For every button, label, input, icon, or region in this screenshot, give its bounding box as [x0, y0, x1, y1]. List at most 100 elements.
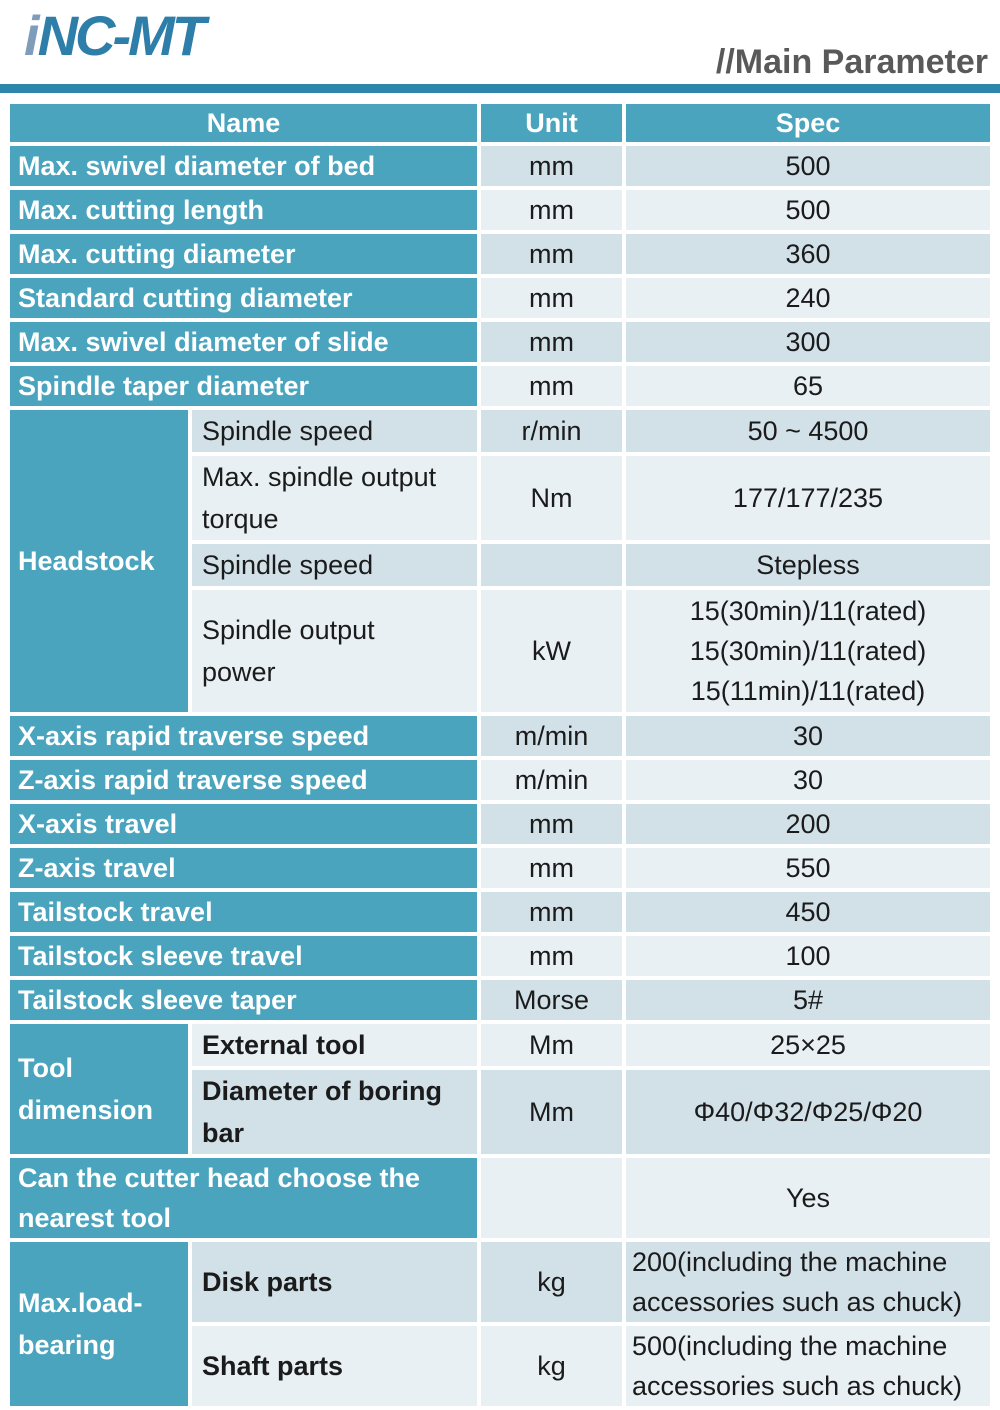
row-name-cell: Max. cutting diameter	[9, 234, 477, 274]
row-unit-cell: m/min	[481, 760, 622, 800]
table-row: Max. swivel diameter of bed mm 500	[9, 146, 990, 186]
row-unit-cell: mm	[481, 366, 622, 406]
table-row: Z-axis travel mm 550	[9, 848, 990, 888]
row-spec-cell: 50 ~ 4500	[626, 410, 990, 452]
row-sub-cell: Shaft parts	[191, 1326, 477, 1406]
table-row: Shaft parts kg 500(including the machine ac…	[10, 1326, 990, 1406]
row-spec-cell: 450	[626, 892, 990, 932]
company-logo: iNC-MT	[24, 8, 206, 64]
row-name-cell: X-axis travel	[9, 804, 477, 844]
row-unit-cell: mm	[481, 848, 622, 888]
row-unit-cell: mm	[481, 190, 622, 230]
row-unit-cell: mm	[481, 936, 622, 976]
table-row: X-axis rapid traverse speed m/min 30	[9, 716, 990, 756]
row-sub-cell: Spindle speed	[191, 544, 477, 586]
row-name-cell: Max. swivel diameter of slide	[9, 322, 477, 362]
row-sub-cell: Spindle speed	[191, 410, 477, 452]
row-unit-cell: m/min	[481, 716, 622, 756]
row-unit-cell: Mm	[481, 1024, 622, 1066]
spec-table: Name Unit Spec Max. swivel diameter of b…	[6, 100, 994, 1410]
row-spec-cell: 240	[626, 278, 990, 318]
row-spec-cell: 100	[626, 936, 990, 976]
top-bar: iNC-MT //Main Parameter	[0, 0, 1000, 84]
row-sub-cell: Spindle output power	[191, 590, 477, 712]
table-row: Tailstock sleeve travel mm 100	[9, 936, 990, 976]
row-name-cell: Spindle taper diameter	[9, 366, 477, 406]
row-unit-cell: mm	[481, 892, 622, 932]
table-row: Tailstock travel mm 450	[9, 892, 990, 932]
row-group-cell: Tool dimension	[9, 1024, 188, 1154]
table-row: Headstock Spindle speed r/min 50 ~ 4500	[9, 410, 990, 712]
header-divider-rule	[0, 84, 1000, 93]
row-spec-cell: 500	[626, 146, 990, 186]
row-name-cell: Tailstock sleeve travel	[9, 936, 477, 976]
row-unit-cell	[481, 544, 622, 586]
row-spec-cell: 500	[626, 190, 990, 230]
row-name-cell: X-axis rapid traverse speed	[9, 716, 477, 756]
row-spec-cell: 177/177/235	[626, 456, 990, 540]
logo-i-glyph: i	[24, 4, 39, 67]
row-unit-cell: kW	[481, 590, 622, 712]
table-row: Max. cutting length mm 500	[9, 190, 990, 230]
row-unit-cell: mm	[481, 278, 622, 318]
row-spec-cell: 500(including the machine accessories suc…	[626, 1326, 990, 1406]
row-spec-cell: 15(30min)/11(rated) 15(30min)/11(rated) 15…	[626, 590, 990, 712]
row-unit-cell: kg	[481, 1326, 622, 1406]
row-unit-cell: r/min	[481, 410, 622, 452]
row-name-cell: Tailstock travel	[9, 892, 477, 932]
table-body: Max. swivel diameter of bed mm 500 Max. cut…	[9, 146, 990, 1406]
row-spec-cell: Φ40/Φ32/Φ25/Φ20	[626, 1070, 990, 1154]
page-title: //Main Parameter	[715, 43, 988, 81]
row-spec-cell: 550	[626, 848, 990, 888]
table-row: Can the cutter head choose the nearest to…	[9, 1158, 990, 1238]
logo-text: NC-MT	[37, 4, 206, 67]
row-group-cell: Max.load-bearing	[9, 1242, 188, 1406]
row-spec-cell: 65	[626, 366, 990, 406]
row-spec-cell: Yes	[626, 1158, 990, 1238]
table-row: Max. spindle output torque Nm 177/177/235	[10, 456, 990, 540]
row-unit-cell: mm	[481, 234, 622, 274]
row-spec-cell: 200(including the machine accessories suc…	[626, 1242, 990, 1322]
row-spec-cell: 300	[626, 322, 990, 362]
row-spec-cell: 30	[626, 760, 990, 800]
row-sub-cell: Disk parts	[191, 1242, 477, 1322]
row-unit-cell: mm	[481, 804, 622, 844]
table-row: Max. swivel diameter of slide mm 300	[9, 322, 990, 362]
table-row: Max.load-bearing Disk parts kg 200(includin…	[9, 1242, 990, 1406]
row-name-cell: Standard cutting diameter	[9, 278, 477, 318]
row-unit-cell	[481, 1158, 622, 1238]
table-row: Spindle taper diameter mm 65	[9, 366, 990, 406]
row-name-cell: Max. swivel diameter of bed	[9, 146, 477, 186]
row-unit-cell: Mm	[481, 1070, 622, 1154]
row-sub-cell: External tool	[191, 1024, 477, 1066]
column-header-spec: Spec	[626, 104, 990, 142]
column-header-name: Name	[9, 104, 477, 142]
table-row: Spindle output power kW 15(30min)/11(rated)…	[10, 590, 990, 712]
table-row: Standard cutting diameter mm 240	[9, 278, 990, 318]
row-unit-cell: kg	[481, 1242, 622, 1322]
row-name-cell: Z-axis rapid traverse speed	[9, 760, 477, 800]
row-name-cell: Can the cutter head choose the nearest to…	[9, 1158, 477, 1238]
table-row: Spindle speed Stepless	[10, 544, 990, 586]
row-sub-cell: Max. spindle output torque	[191, 456, 477, 540]
row-name-cell: Max. cutting length	[9, 190, 477, 230]
row-unit-cell: mm	[481, 322, 622, 362]
row-spec-cell: 5#	[626, 980, 990, 1020]
row-spec-cell: 25×25	[626, 1024, 990, 1066]
row-name-cell: Tailstock sleeve taper	[9, 980, 477, 1020]
table-row: Tailstock sleeve taper Morse 5#	[9, 980, 990, 1020]
row-name-cell: Z-axis travel	[9, 848, 477, 888]
row-spec-cell: Stepless	[626, 544, 990, 586]
table-row: Tool dimension External tool Mm 25×25	[9, 1024, 990, 1154]
row-spec-cell: 200	[626, 804, 990, 844]
row-group-cell: Headstock	[9, 410, 188, 712]
table-row: X-axis travel mm 200	[9, 804, 990, 844]
table-row: Max. cutting diameter mm 360	[9, 234, 990, 274]
table-row: Diameter of boring bar Mm Φ40/Φ32/Φ25/Φ20	[10, 1070, 990, 1154]
table-row: Z-axis rapid traverse speed m/min 30	[9, 760, 990, 800]
row-unit-cell: Nm	[481, 456, 622, 540]
row-spec-cell: 30	[626, 716, 990, 756]
row-unit-cell: mm	[481, 146, 622, 186]
column-header-unit: Unit	[481, 104, 622, 142]
row-unit-cell: Morse	[481, 980, 622, 1020]
